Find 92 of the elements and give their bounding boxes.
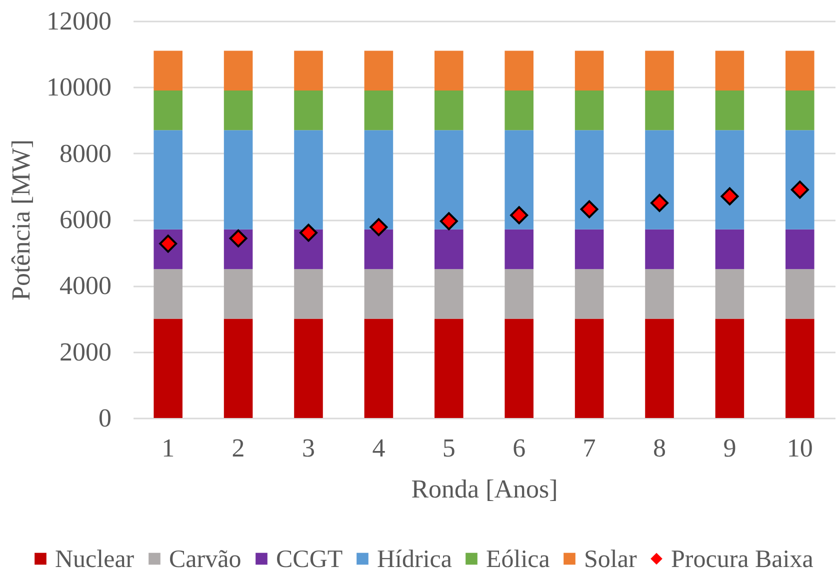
legend-label: Solar [584,546,638,569]
x-axis-title: Ronda [Anos] [411,474,558,504]
bar [364,229,394,270]
bar [294,318,323,418]
x-tick-label: 1 [162,434,175,462]
point [300,224,318,242]
bar [645,229,674,270]
y-tick-label: 0 [98,404,112,432]
bar [504,269,534,319]
bar [574,90,604,130]
x-tick-label: 9 [723,434,736,462]
bar [786,50,814,90]
bar [574,318,604,418]
bar [364,269,394,319]
bar [574,50,604,90]
point [440,212,458,230]
point [510,206,528,224]
y-tick-label: 6000 [60,205,112,234]
bar [786,318,814,418]
bar [786,90,814,130]
legend-label: Carvão [169,546,242,569]
bar [224,50,253,90]
bar [574,229,604,270]
bar [224,90,253,130]
y-tick-label: 8000 [60,138,112,168]
bar [434,130,464,230]
y-tick-label: 4000 [60,271,112,300]
bar [504,318,534,418]
bar [786,269,814,319]
bar [364,318,394,418]
bar [786,130,814,230]
bar [645,318,674,418]
x-tick-label: 3 [302,434,315,462]
point [720,187,739,206]
y-tick-label: 2000 [60,337,112,366]
x-tick-label: 10 [786,434,813,462]
bar [434,229,464,270]
bar [645,90,674,130]
legend-label: Hídrica [377,546,452,569]
point [229,229,248,248]
bar [715,229,744,270]
bar [364,130,394,230]
x-tick-label: 5 [442,434,456,462]
bar [224,318,253,418]
x-tick-label: 2 [232,434,245,462]
point [580,200,598,218]
bar [504,130,534,230]
bar [154,318,182,418]
y-tick-label: 12000 [46,6,112,36]
legend-label: Eólica [486,546,550,569]
legend-label: Procura Baixa [671,546,814,569]
point [650,194,668,212]
y-tick-label: 10000 [46,72,112,102]
bar [364,50,394,90]
point [370,218,388,236]
bar [504,90,534,130]
bar [364,90,394,130]
bar [715,269,744,319]
bar [294,269,323,319]
bar [715,318,744,418]
bar [434,90,464,130]
bar [504,50,534,90]
bar [224,269,253,319]
y-axis-title: Potência [MW] [6,139,36,301]
bar [786,229,814,270]
x-tick-label: 4 [372,434,386,462]
bar [645,50,674,90]
bar [154,130,182,230]
bar [294,130,323,230]
bar [294,50,323,90]
bar [574,269,604,319]
bar [294,90,323,130]
bar [645,269,674,319]
x-tick-label: 7 [582,434,596,462]
bar [715,130,744,230]
bar [434,318,464,418]
bar [154,90,182,130]
point [790,180,809,199]
bar [645,130,674,230]
bar [154,269,182,319]
bar [715,90,744,130]
bar [434,50,464,90]
x-tick-label: 6 [512,434,526,462]
x-tick-label: 8 [653,434,666,462]
bar [154,50,182,90]
bar [434,269,464,319]
legend-label: Nuclear [55,546,135,569]
legend-label: CCGT [276,546,343,569]
bar [574,130,604,230]
bar [504,229,534,270]
bar [715,50,744,90]
bar [224,130,253,230]
